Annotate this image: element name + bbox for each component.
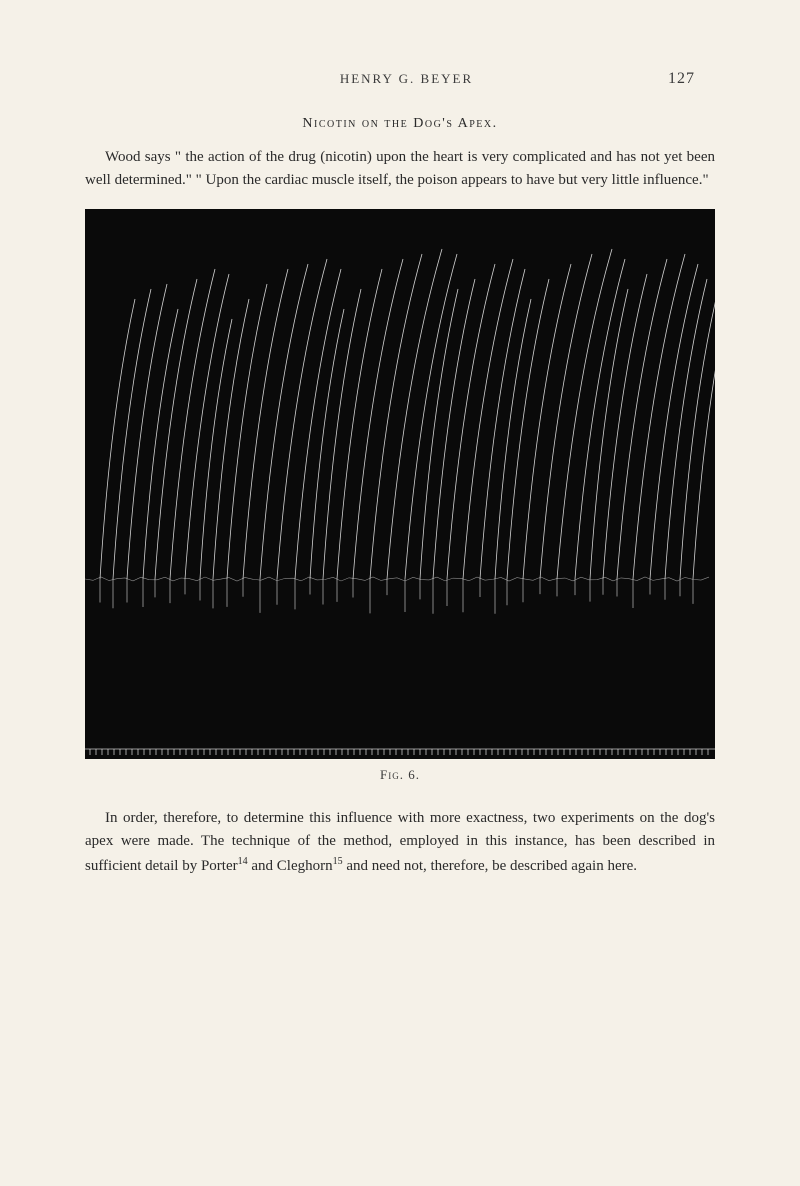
p2-part2: and Cleghorn — [248, 858, 333, 874]
kymograph-tracing — [85, 209, 715, 759]
paragraph-2: In order, therefore, to determine this i… — [85, 807, 715, 878]
superscript-14: 14 — [238, 856, 248, 867]
p2-part3: and need not, therefore, be described ag… — [343, 858, 637, 874]
paragraph-1: Wood says " the action of the drug (nico… — [85, 146, 715, 191]
header-row: HENRY G. BEYER 127 — [85, 70, 715, 88]
figure-caption: Fig. 6. — [85, 767, 715, 783]
page-number: 127 — [668, 70, 695, 88]
section-title: Nicotin on the Dog's Apex. — [85, 116, 715, 132]
running-header: HENRY G. BEYER — [145, 71, 668, 87]
figure-container — [85, 209, 715, 759]
superscript-15: 15 — [333, 856, 343, 867]
page-container: HENRY G. BEYER 127 Nicotin on the Dog's … — [0, 0, 800, 938]
